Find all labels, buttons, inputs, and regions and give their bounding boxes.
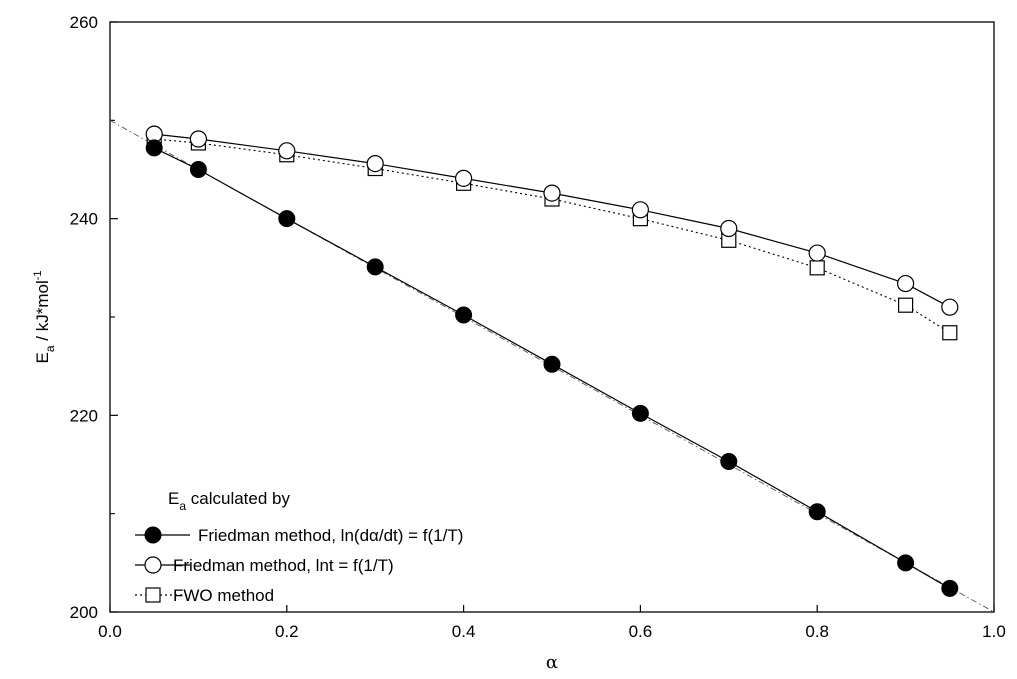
fit-layer (109, 119, 995, 613)
legend-label: Friedman method, ln(dα/dt) = f(1/T) (198, 526, 463, 545)
legend-marker (144, 556, 162, 574)
legend-label: FWO method (173, 586, 274, 605)
data-point-series-1 (720, 453, 738, 471)
legend-label: Friedman method, lnt = f(1/T) (173, 556, 394, 575)
data-point-series-1 (941, 579, 959, 597)
data-point-series-2 (366, 155, 384, 173)
data-point-series-3 (942, 325, 958, 341)
data-point-series-1 (897, 554, 915, 572)
x-tick-label: 0.6 (629, 622, 653, 641)
data-point-series-2 (189, 130, 207, 148)
legend-marker (145, 587, 161, 603)
data-point-series-2 (808, 244, 826, 262)
data-point-series-1 (189, 161, 207, 178)
data-point-series-2 (720, 219, 738, 238)
legend-marker (144, 526, 162, 544)
ticks-layer: 0.0 0.2 0.4 0.6 0.8 1.0 200 220 240 260 (70, 13, 1006, 641)
series-line-2 (154, 133, 951, 308)
y-tick-label: 200 (70, 603, 98, 622)
y-tick-label: 260 (70, 13, 98, 32)
data-point-series-1 (455, 306, 473, 324)
data-point-series-2 (455, 169, 473, 187)
plot-frame (109, 21, 995, 613)
data-point-series-2 (631, 201, 650, 219)
x-tick-label: 0.2 (275, 622, 299, 641)
x-axis-title: α (546, 652, 558, 673)
data-point-series-1 (808, 503, 826, 521)
y-axis-title: Ea / kJ*mol-1 (32, 270, 57, 363)
x-tick-label: 0.8 (805, 622, 829, 641)
y-tick-label: 220 (70, 406, 98, 425)
data-point-series-2 (896, 274, 915, 293)
data-point-series-1 (145, 139, 163, 157)
fit-line (109, 119, 995, 613)
legend-title: Ea calculated by (168, 489, 290, 513)
series-layer (145, 125, 959, 597)
data-point-series-1 (278, 210, 296, 228)
data-point-series-2 (543, 184, 561, 202)
legend-entries: Friedman method, ln(dα/dt) = f(1/T) Fried… (135, 526, 463, 605)
y-tick-label: 240 (70, 210, 98, 229)
data-point-series-3 (897, 297, 914, 313)
data-point-series-1 (543, 355, 561, 373)
x-tick-label: 1.0 (982, 622, 1006, 641)
data-point-series-1 (366, 258, 384, 276)
legend: Ea calculated by Friedman method, ln(dα/… (135, 489, 463, 605)
x-tick-label: 0.0 (98, 622, 122, 641)
series-line-3 (154, 138, 951, 334)
data-point-series-2 (278, 142, 296, 160)
data-point-series-3 (809, 260, 825, 276)
data-point-series-2 (941, 298, 959, 316)
data-point-series-1 (631, 404, 649, 422)
x-tick-label: 0.4 (452, 622, 476, 641)
